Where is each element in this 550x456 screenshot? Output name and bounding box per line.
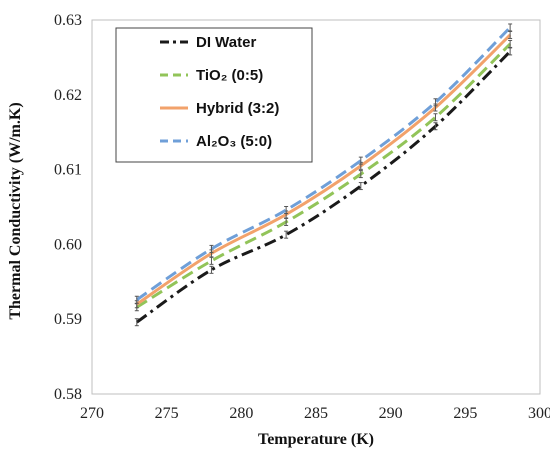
x-axis-title: Temperature (K) xyxy=(258,431,374,448)
y-tick-label: 0.59 xyxy=(54,311,82,328)
y-axis-ticks: 0.58 0.59 0.60 0.61 0.62 0.63 xyxy=(54,12,82,403)
series-line xyxy=(136,42,512,309)
x-tick-label: 280 xyxy=(229,405,253,422)
y-tick-label: 0.58 xyxy=(54,386,82,403)
x-tick-label: 275 xyxy=(155,405,179,422)
legend-box xyxy=(115,27,313,163)
legend-label: Al₂O₃ (5:0) xyxy=(196,133,272,150)
x-tick-label: 295 xyxy=(453,405,477,422)
plot-area xyxy=(91,19,541,395)
series-layer xyxy=(134,23,513,327)
x-tick-label: 290 xyxy=(379,405,403,422)
y-tick-label: 0.63 xyxy=(54,12,82,29)
series-group xyxy=(134,23,513,304)
y-tick-label: 0.60 xyxy=(54,236,82,253)
x-tick-label: 300 xyxy=(528,405,550,422)
legend-label: TiO₂ (0:5) xyxy=(196,67,263,84)
x-axis-ticks: 270 275 280 285 290 295 300 xyxy=(80,405,550,422)
legend-label: DI Water xyxy=(196,34,256,51)
series-group xyxy=(134,47,513,327)
plot-border xyxy=(91,19,541,395)
y-axis-title: Thermal Conductivity (W/m.K) xyxy=(7,102,24,319)
series-line xyxy=(135,26,512,301)
legend-label: Hybrid (3:2) xyxy=(196,100,279,117)
x-tick-label: 285 xyxy=(304,405,328,422)
series-line xyxy=(135,50,512,324)
y-tick-label: 0.62 xyxy=(54,87,82,104)
legend: DI Water TiO₂ (0:5) Hybrid (3:2) Al₂O₃ (5:0… xyxy=(115,27,313,163)
x-tick-label: 270 xyxy=(80,405,104,422)
y-tick-label: 0.61 xyxy=(54,162,82,179)
series-line xyxy=(135,33,512,306)
